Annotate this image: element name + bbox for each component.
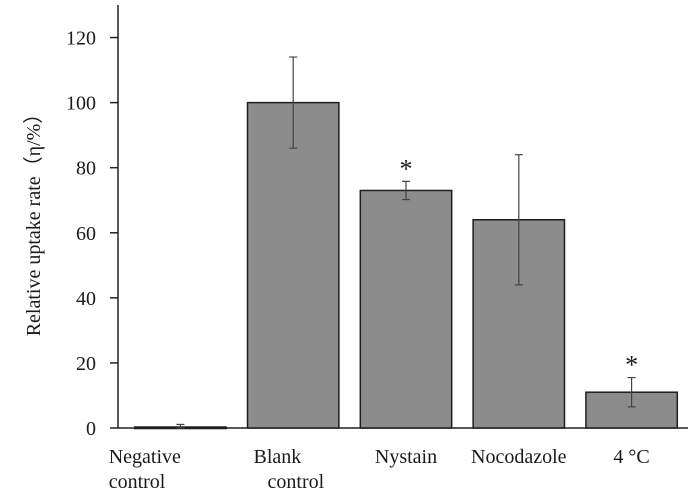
x-tick-labels: Negative control Blank control Nystain Nocoda…	[109, 446, 650, 493]
significance-star: *	[625, 351, 638, 380]
y-tick-label: 40	[76, 288, 96, 310]
bars	[133, 101, 679, 430]
significance-markers: **	[400, 154, 639, 379]
y-tick-label: 120	[66, 28, 96, 50]
x-tick-label: Nystain	[375, 446, 437, 468]
y-tick-label: 80	[76, 158, 96, 180]
x-tick-label: control	[109, 471, 166, 493]
x-tick-label: Negative	[109, 446, 181, 468]
y-tick-label: 60	[76, 223, 96, 245]
y-ticks: 0 20 40 60 80 100 120	[66, 28, 118, 440]
y-tick-label: 20	[76, 353, 96, 375]
x-tick-label: control	[268, 471, 325, 493]
x-tick-label: 4 °C	[613, 446, 649, 468]
bar	[359, 189, 453, 429]
error-bars	[176, 56, 636, 429]
x-tick-label: Blank	[254, 446, 302, 468]
y-tick-label: 0	[86, 418, 96, 440]
significance-star: *	[400, 154, 413, 183]
y-tick-label: 100	[66, 93, 96, 115]
x-tick-label: Nocodazole	[471, 446, 567, 468]
bar	[246, 101, 340, 429]
y-axis-label: Relative uptake rate（η/%）	[22, 104, 45, 337]
